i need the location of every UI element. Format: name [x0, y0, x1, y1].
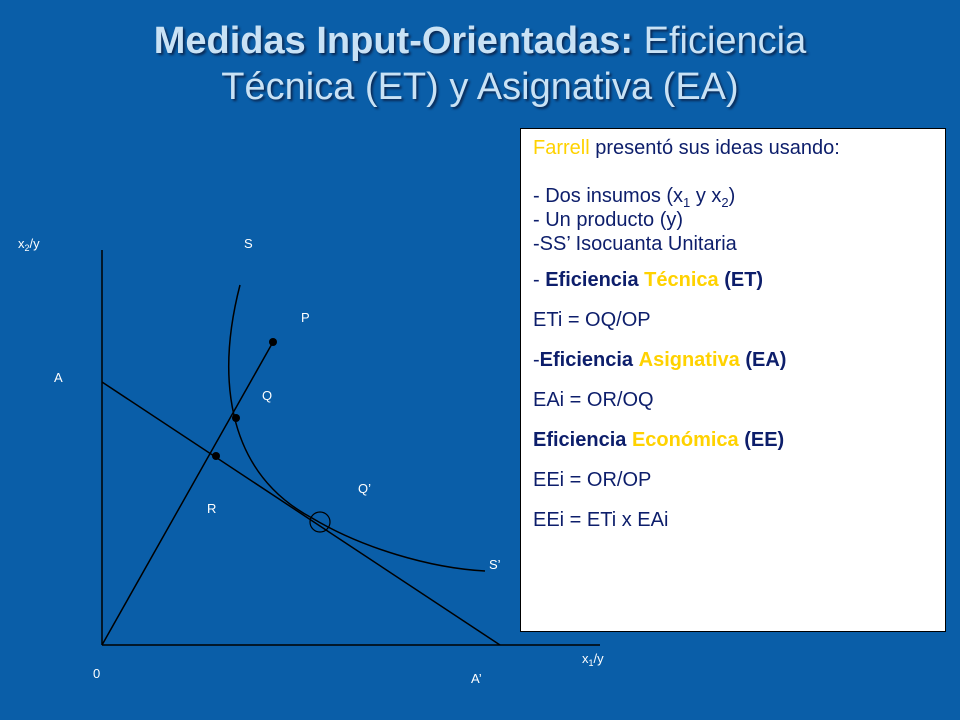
title-bold: Medidas Input-Orientadas:	[153, 20, 634, 62]
ea-word1: Eficiencia	[539, 349, 634, 371]
origin-label: 0	[93, 666, 100, 681]
title-line-1: Medidas Input-Orientadas: Eficiencia	[0, 18, 960, 64]
ee-tail: (EE)	[744, 429, 785, 451]
et-prefix: -	[533, 269, 546, 291]
item-inputs-b: y x	[695, 185, 722, 207]
isoquant-curve	[228, 284, 486, 572]
farrell-name: Farrell	[533, 137, 590, 159]
item-inputs-sub2: 2	[721, 195, 729, 210]
point-q-prime-marker	[309, 511, 331, 533]
isocost-line	[101, 381, 501, 646]
item-inputs-sub1: 1	[683, 195, 691, 210]
a-label: A	[54, 370, 63, 385]
q-prime-label: Q’	[358, 481, 371, 496]
et-word2: Técnica	[644, 269, 719, 291]
item-isoquant: -SS’ Isocuanta Unitaria	[533, 233, 737, 255]
a-prime-label: A’	[471, 671, 482, 686]
ee-heading: Eficiencia Económica (EE)	[533, 428, 933, 452]
ee-formula: EEi = OR/OP	[533, 469, 652, 491]
title-rest: Eficiencia	[643, 20, 807, 62]
y-axis-label: x2/y	[18, 236, 40, 253]
ea-prefix: -	[533, 349, 540, 371]
item-inputs-c: )	[728, 185, 736, 207]
et-tail: (ET)	[724, 269, 764, 291]
point-r	[212, 452, 220, 460]
item-product: - Un producto (y)	[533, 209, 684, 231]
ee-product: EEi = ETi x EAi	[533, 509, 669, 531]
title-line-2: Técnica (ET) y Asignativa (EA)	[221, 66, 739, 108]
slide-title: Medidas Input-Orientadas: Eficiencia Téc…	[0, 18, 960, 110]
ee-word2: Económica	[631, 429, 739, 451]
s-prime-label: S’	[489, 557, 501, 572]
intro-line: Farrell presentó sus ideas usando:	[533, 136, 933, 160]
et-word1: Eficiencia	[545, 269, 639, 291]
point-p	[269, 338, 277, 346]
ea-tail: (EA)	[745, 349, 787, 371]
et-heading: - Eficiencia Técnica (ET)	[533, 268, 933, 292]
ea-formula: EAi = OR/OQ	[533, 389, 654, 411]
explanation-box: Farrell presentó sus ideas usando: - Dos…	[520, 128, 946, 632]
et-formula: ETi = OQ/OP	[533, 309, 651, 331]
intro-text: presentó sus ideas usando:	[595, 137, 840, 159]
ee-word1: Eficiencia	[533, 429, 627, 451]
r-label: R	[207, 501, 216, 516]
item-inputs-a: - Dos insumos (x	[533, 185, 684, 207]
ray-op	[101, 341, 274, 646]
ea-word2: Asignativa	[638, 349, 740, 371]
x-axis-label: x1/y	[582, 651, 604, 668]
p-label: P	[301, 310, 310, 325]
ea-heading: -Eficiencia Asignativa (EA)	[533, 348, 933, 372]
q-label: Q	[262, 388, 272, 403]
point-q	[232, 414, 240, 422]
item-inputs: - Dos insumos (x1 y x2)	[533, 184, 933, 210]
s-label: S	[244, 236, 253, 251]
